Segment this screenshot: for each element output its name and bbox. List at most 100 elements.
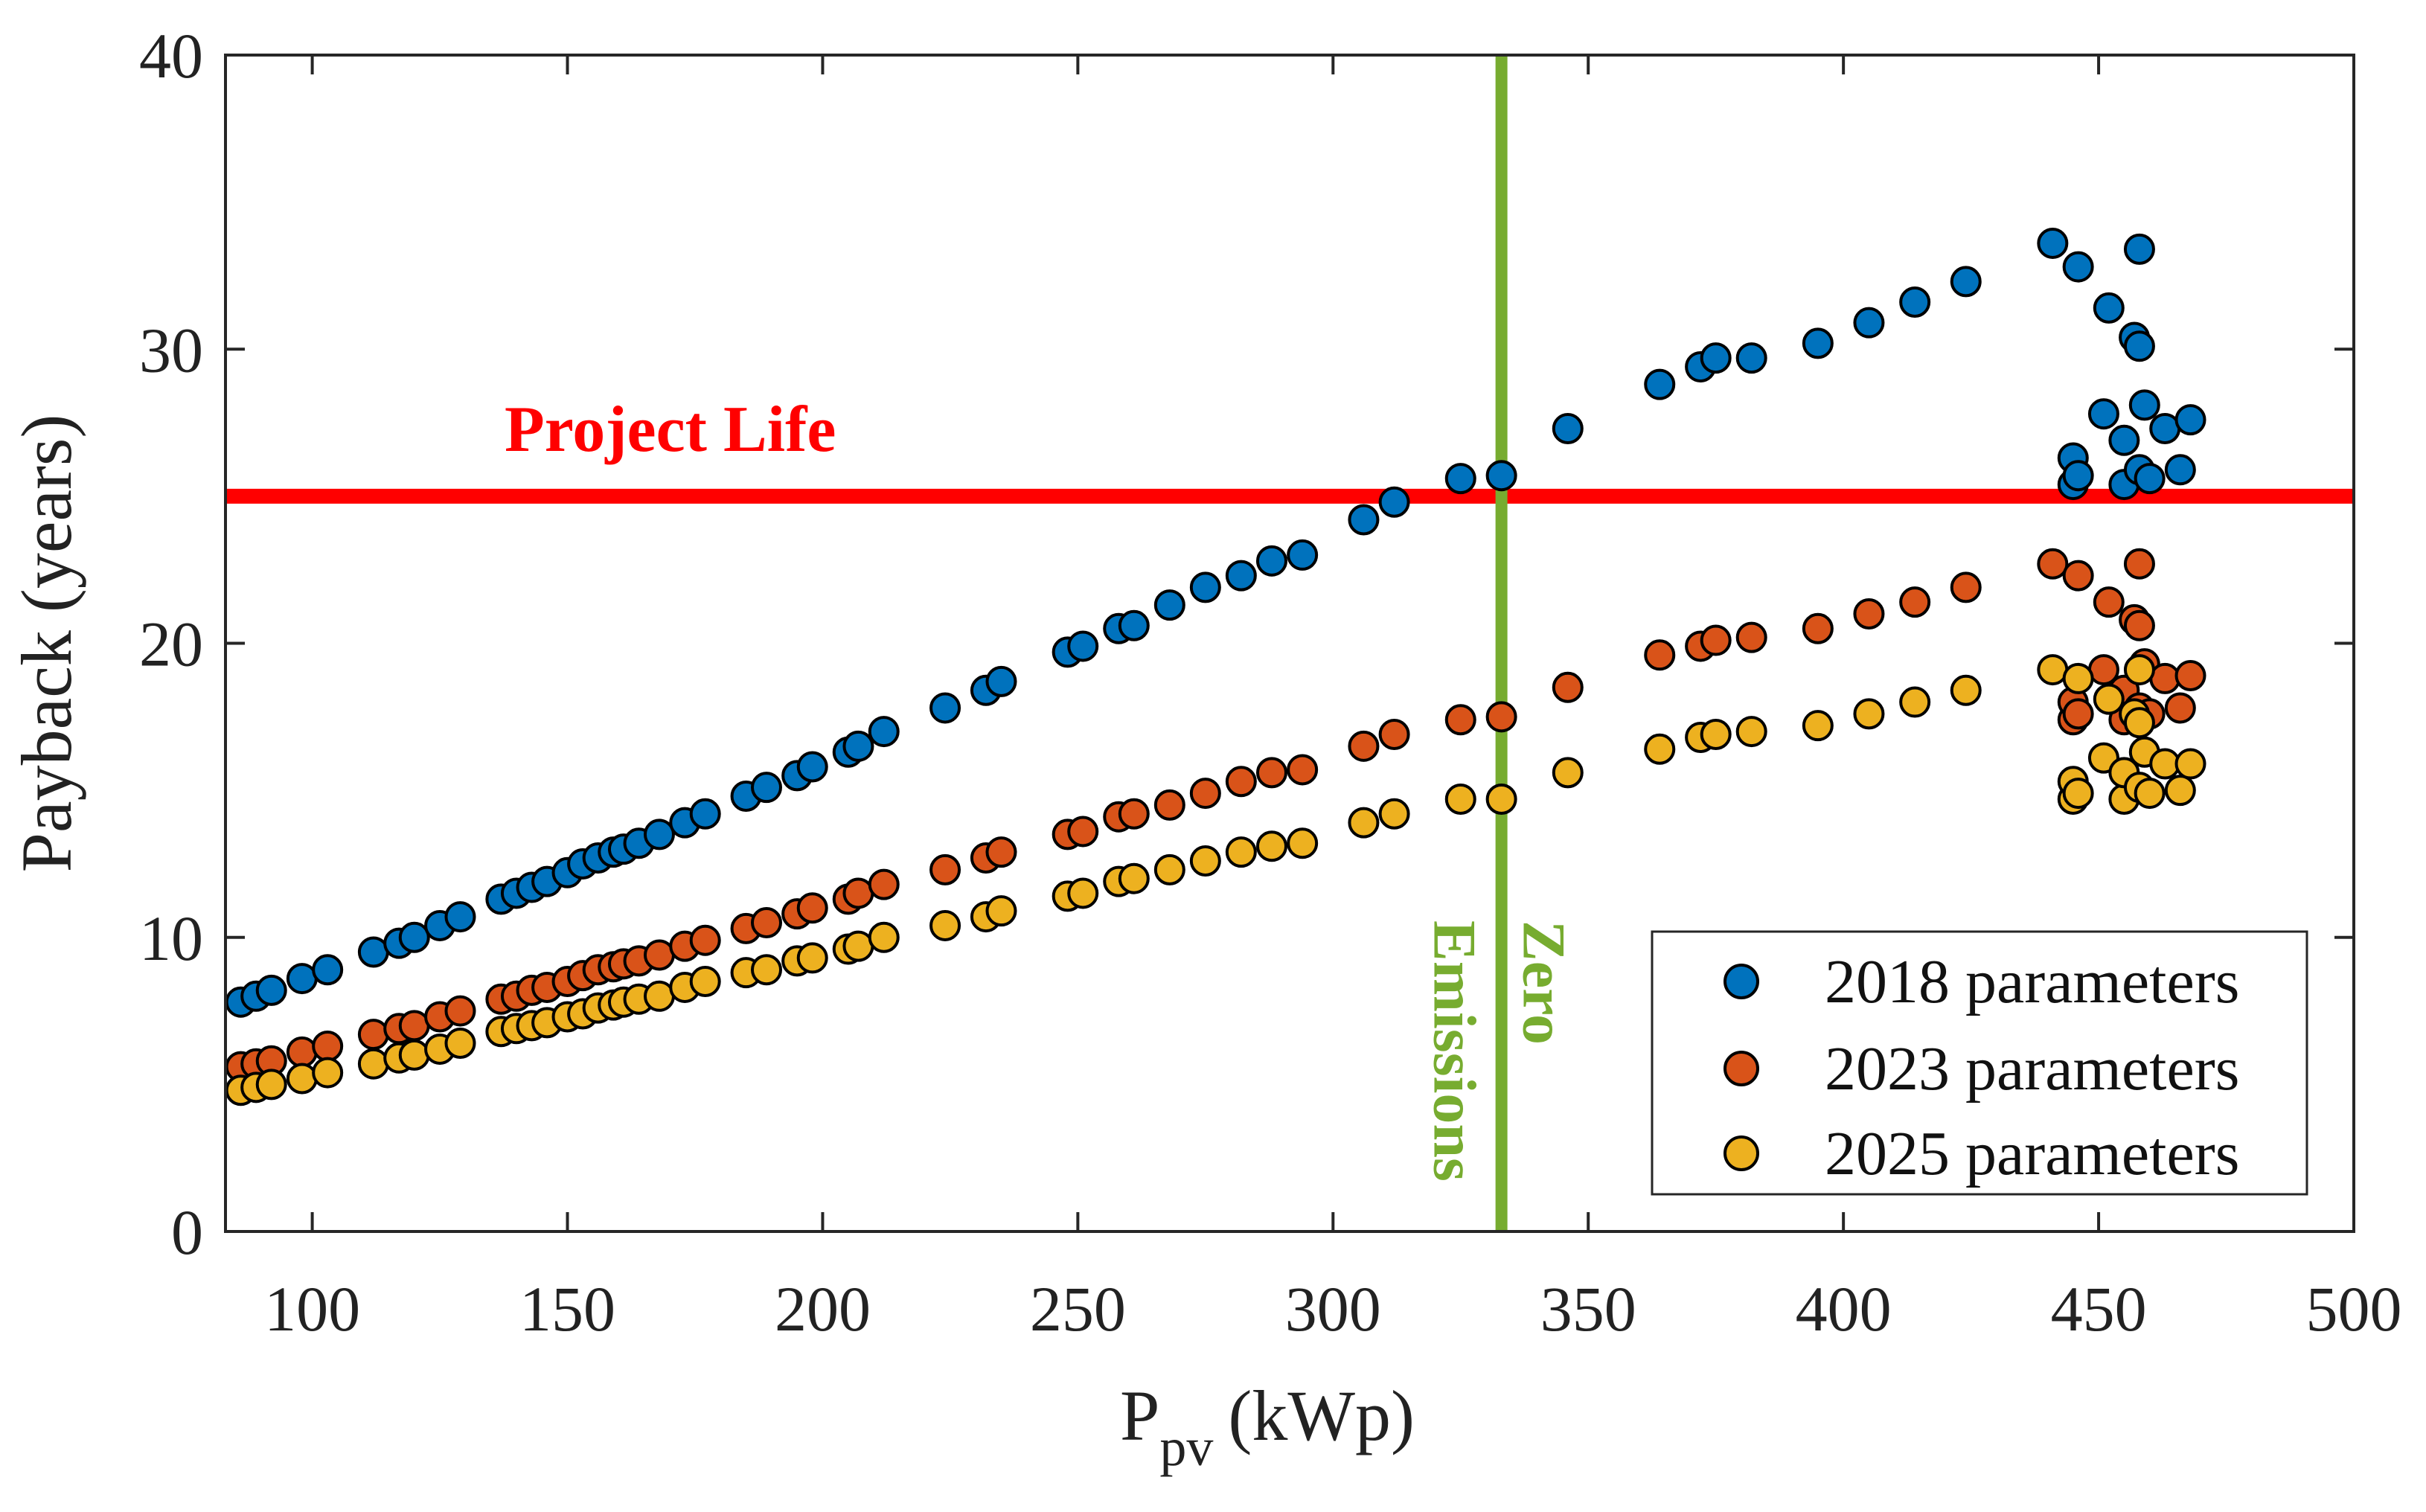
data-point [689,966,721,998]
x-axis-title-subscript: pv [1159,1418,1213,1477]
data-point [2164,454,2196,486]
data-point [2123,330,2155,362]
x-tick-label: 500 [2306,1273,2402,1345]
y-tick-label: 40 [139,20,203,92]
data-point [1348,807,1380,839]
data-point [751,772,783,804]
data-point [444,901,476,933]
data-point [689,798,721,830]
data-point [2062,778,2094,810]
data-point [796,892,828,924]
zero-emissions-label: Zero Emissions [1421,920,1578,1182]
data-point [1287,827,1319,859]
y-tick-label: 20 [139,609,203,680]
project-life-label: Project Life [505,394,836,466]
data-point [2174,404,2206,436]
data-point [1485,783,1517,815]
reference-lines [225,55,2354,1231]
data-point [1225,560,1257,592]
legend-label-1: 2018 parameters [1825,947,2239,1016]
x-axis-title: Ppv (kWp) [1120,1376,1415,1477]
legend: 2018 parameters 2023 parameters 2025 param… [1651,930,2308,1196]
data-point [2037,548,2069,580]
data-point [1950,674,1982,706]
data-point [1700,342,1732,374]
data-point [1378,798,1410,830]
data-point [2108,424,2140,456]
data-point [1225,766,1257,798]
data-point [2149,412,2181,444]
legend-marker-3 [1724,1135,1759,1171]
data-point [398,921,430,953]
data-point [796,751,828,783]
data-point [842,877,874,909]
data-point [2062,460,2094,492]
data-point [1118,862,1150,894]
data-point [286,963,318,995]
data-point [1700,719,1732,751]
data-point [1735,342,1767,374]
data-point [643,980,675,1012]
data-point [1118,609,1150,641]
legend-label-2: 2023 parameters [1825,1034,2239,1103]
data-point [1287,539,1319,571]
data-point [2093,292,2125,324]
data-point [868,921,900,953]
data-point [1644,368,1676,400]
data-point [1950,571,1982,603]
zero-emissions-label-line1: Zero [1511,920,1578,1045]
data-point [312,1030,344,1062]
data-point [357,1019,389,1051]
data-point [2123,654,2155,686]
data-point [1348,730,1380,762]
data-point [2149,662,2181,694]
data-point [398,1010,430,1042]
y-tick-label: 30 [139,314,203,385]
y-tick-label: 0 [171,1197,203,1268]
series-2-points [225,548,2206,1083]
data-point [1802,612,1834,644]
data-point [1153,853,1185,885]
data-point [1444,704,1476,736]
series-1-points [225,227,2206,1018]
data-point [1552,671,1584,703]
data-point [1552,412,1584,444]
data-point [1644,639,1676,671]
series-3-points [225,654,2206,1106]
zero-emissions-label-line2: Emissions [1421,920,1489,1182]
x-axis-title-unit: (kWp) [1228,1376,1415,1455]
data-point [2087,398,2119,430]
data-point [2062,662,2094,694]
data-point [1067,630,1099,662]
x-tick-label: 250 [1030,1273,1126,1345]
x-tick-label: 150 [519,1273,615,1345]
data-point [1802,327,1834,359]
data-point [2062,560,2094,592]
data-point [985,665,1017,697]
legend-marker-2 [1724,1051,1759,1086]
data-point [868,868,900,900]
data-point [1644,733,1676,765]
data-point [2037,227,2069,259]
data-point [2134,778,2166,810]
data-point [1735,621,1767,653]
data-point [1485,701,1517,733]
data-point [286,1063,318,1095]
data-point [1735,716,1767,748]
data-point [2093,683,2125,715]
data-point [2134,463,2166,495]
data-point [1378,719,1410,751]
data-point [255,1069,287,1101]
data-point [842,730,874,762]
data-point [2123,233,2155,265]
data-point [2164,692,2196,724]
data-point [929,853,961,885]
data-point [357,936,389,968]
data-point [1853,598,1885,630]
y-axis-title: Payback (years) [7,414,86,873]
data-point [1348,504,1380,536]
data-point [1700,624,1732,656]
data-point [1899,286,1931,318]
data-point [1853,307,1885,339]
